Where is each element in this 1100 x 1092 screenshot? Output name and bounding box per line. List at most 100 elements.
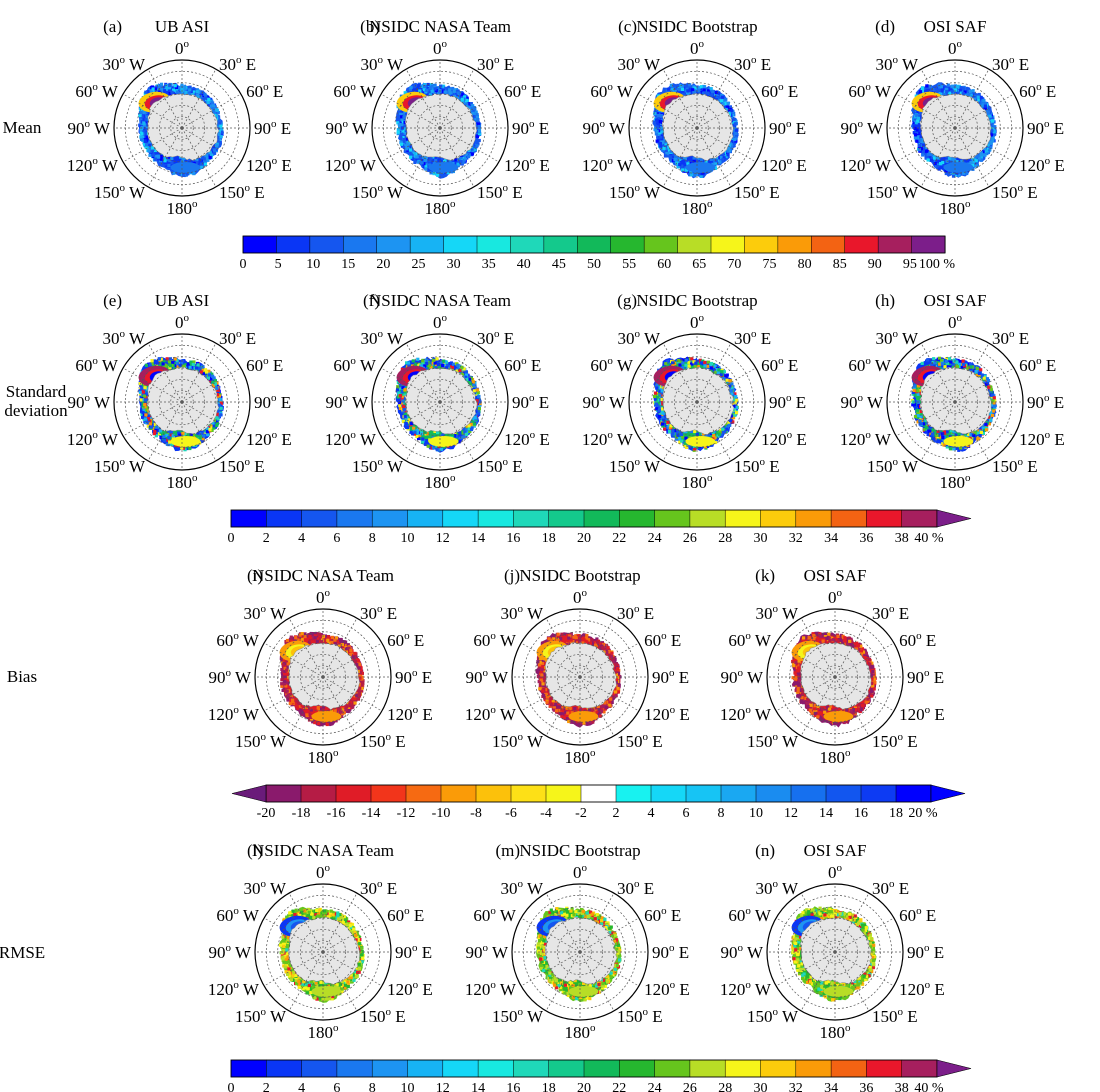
- ice-pixel: [424, 155, 428, 159]
- ice-pixel: [916, 392, 920, 396]
- ice-pixel: [981, 431, 985, 435]
- ice-pixel: [693, 447, 697, 451]
- ice-pixel: [972, 433, 976, 438]
- ice-pixel: [922, 422, 926, 426]
- ice-pixel: [987, 116, 991, 120]
- ice-pixel: [666, 149, 670, 153]
- lon-label-30e: 30o E: [219, 54, 256, 74]
- meridian-line: [579, 642, 640, 678]
- ice-pixel: [926, 358, 930, 362]
- label-number: 30: [501, 604, 518, 623]
- ice-pixel: [733, 392, 737, 396]
- ice-pixel: [920, 411, 924, 415]
- ice-pixel: [397, 122, 401, 126]
- latitude-circle: [931, 104, 979, 152]
- ice-pixel: [686, 91, 690, 96]
- ice-pixel: [448, 364, 452, 368]
- ice-pixel: [358, 671, 362, 675]
- label-direction: E: [765, 457, 780, 476]
- ice-pixel: [439, 84, 443, 88]
- ice-pixel: [912, 131, 916, 135]
- ice-pixel: [731, 420, 735, 424]
- ice-pixel: [663, 427, 667, 431]
- label-degree: o: [92, 355, 98, 367]
- ice-pixel: [408, 87, 412, 91]
- ice-pixel: [314, 709, 318, 713]
- lon-label-150e: 150o E: [477, 456, 523, 476]
- ice-pixel: [203, 159, 207, 163]
- label-number: 60: [333, 356, 350, 375]
- ice-pixel: [656, 405, 661, 409]
- label-direction: W: [98, 156, 119, 175]
- lon-label-90e: 90o E: [254, 392, 291, 412]
- lon-label-90w: 90o W: [841, 118, 884, 138]
- lon-label-60w: 60o W: [75, 81, 118, 101]
- ice-pixel: [410, 432, 415, 436]
- ice-pixel: [430, 430, 434, 434]
- lon-label-120w: 120o W: [582, 155, 634, 175]
- label-number: 60: [75, 356, 92, 375]
- ice-pixel: [674, 155, 678, 159]
- ice-pixel: [714, 430, 718, 434]
- label-number: 30: [734, 329, 751, 348]
- ice-pixel: [169, 430, 173, 434]
- ice-pixel: [548, 692, 552, 696]
- ice-pixel: [216, 409, 220, 413]
- ice-pixel: [456, 96, 460, 100]
- ice-pixel: [676, 427, 680, 432]
- label-direction: E: [1042, 82, 1057, 101]
- ice-pixel: [699, 174, 703, 178]
- ice-pixel: [684, 365, 688, 369]
- ice-pixel: [918, 391, 922, 396]
- panel-letter: (g): [617, 291, 637, 310]
- ice-pixel: [566, 711, 570, 715]
- ice-pixel: [931, 153, 935, 157]
- ice-pixel: [412, 432, 416, 436]
- ice-pixel: [219, 135, 223, 139]
- ice-pixel: [569, 638, 573, 642]
- ice-pixel: [422, 155, 426, 159]
- label-direction: W: [898, 457, 919, 476]
- meridian-line: [579, 617, 615, 678]
- ice-pixel: [614, 690, 618, 694]
- label-number: 60: [848, 356, 865, 375]
- ice-pixel: [918, 138, 922, 142]
- label-number: 120: [840, 156, 866, 175]
- ice-pixel: [441, 85, 445, 89]
- ice-pixel: [344, 704, 348, 708]
- label-direction: W: [871, 356, 892, 375]
- latitude-circle: [931, 378, 979, 426]
- ice-pixel: [470, 109, 474, 113]
- ice-pixel: [540, 661, 544, 666]
- ice-pixel: [938, 435, 942, 439]
- ice-pixel: [295, 701, 299, 706]
- ice-pixel: [962, 171, 966, 175]
- ice-pixel: [353, 654, 357, 658]
- ice-pixel: [411, 147, 415, 151]
- ice-pixel: [728, 384, 732, 388]
- ice-pixel: [961, 87, 966, 91]
- ice-pixel: [444, 434, 448, 438]
- ice-pixel: [285, 638, 290, 643]
- label-direction: W: [496, 705, 517, 724]
- ice-pixel: [478, 400, 482, 404]
- label-degree: o: [635, 54, 641, 66]
- ice-pixel: [187, 157, 191, 162]
- lon-label-60e: 60o E: [504, 355, 541, 375]
- ice-pixel: [558, 705, 562, 709]
- ice-pixel: [950, 90, 954, 94]
- ice-pixel: [915, 123, 919, 127]
- label-number: 150: [360, 732, 386, 751]
- ice-pixel: [310, 640, 314, 644]
- ice-pixel: [658, 394, 662, 398]
- ice-pixel: [139, 137, 144, 141]
- ice-pixel: [987, 143, 991, 147]
- ice-pixel: [421, 434, 425, 438]
- ice-pixel: [207, 369, 211, 373]
- ice-pixel: [211, 383, 216, 387]
- ice-pixel: [295, 699, 299, 703]
- ice-pixel: [141, 410, 145, 415]
- ice-pixel: [426, 444, 430, 448]
- ice-pixel: [980, 99, 984, 103]
